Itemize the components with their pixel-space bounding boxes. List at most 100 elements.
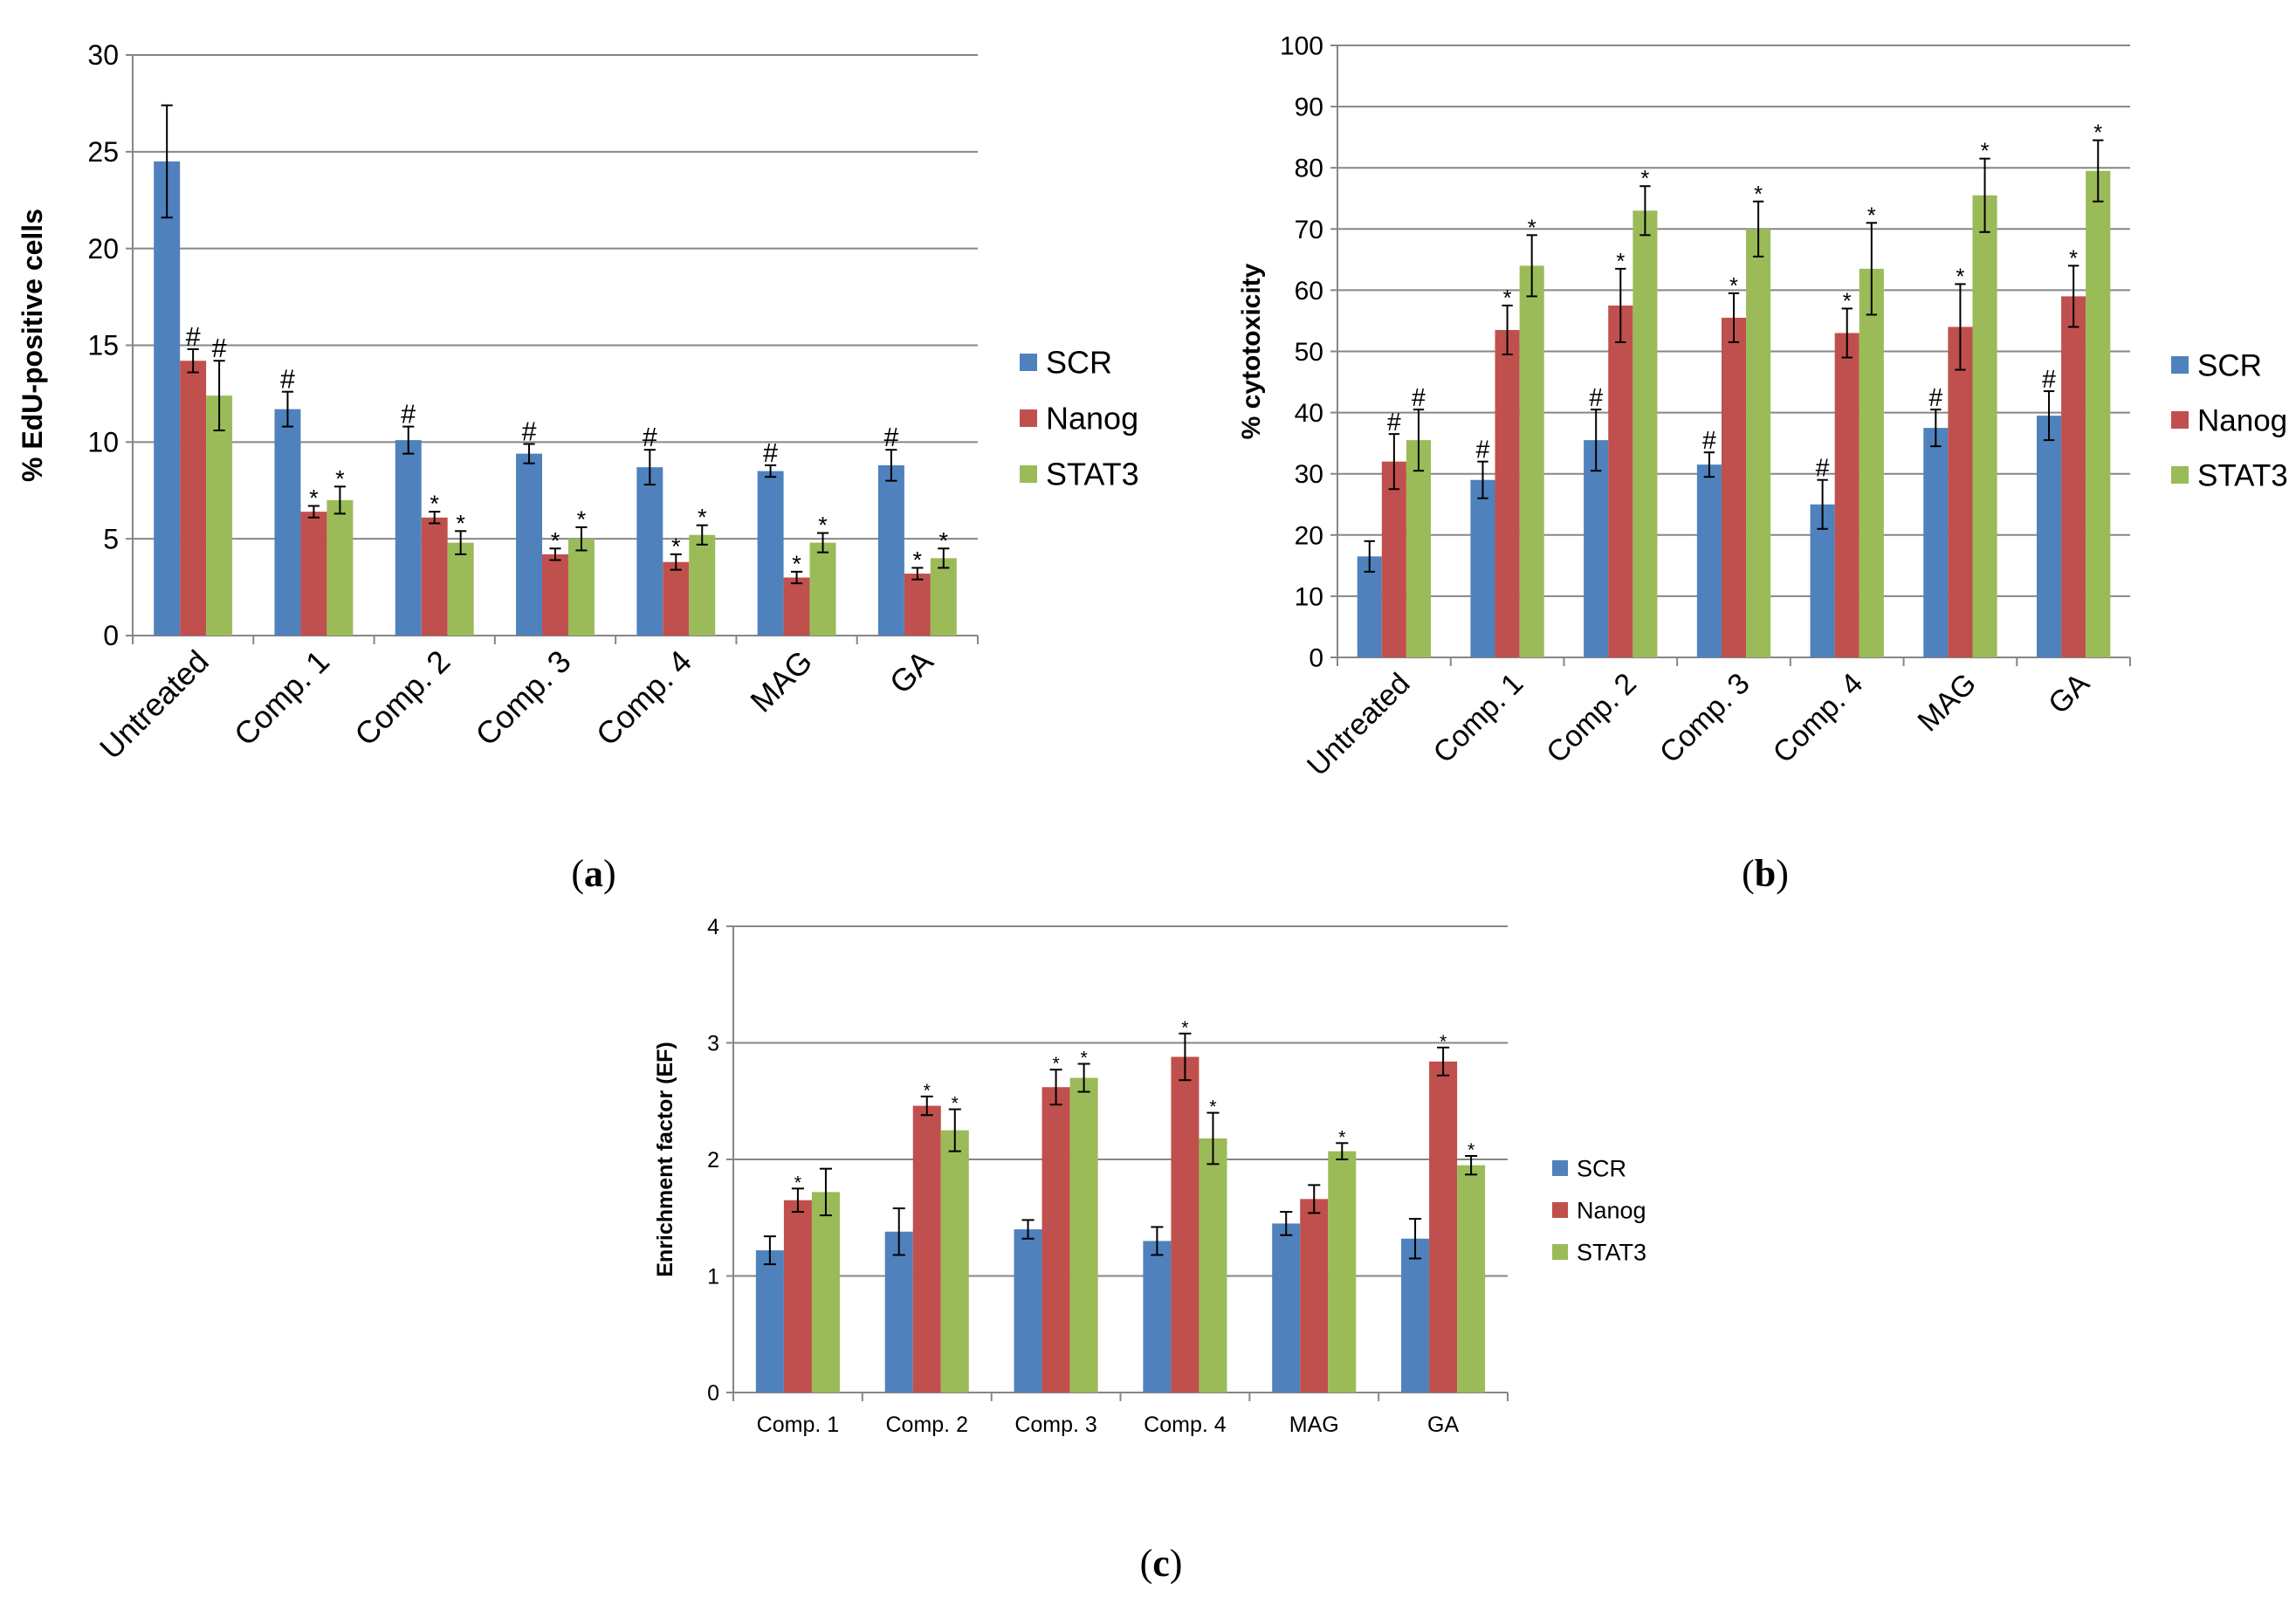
bar-nanog [783, 577, 810, 636]
significance-mark: # [883, 423, 898, 452]
bar-stat3 [206, 395, 233, 636]
significance-mark: * [2093, 121, 2102, 146]
bar-nanog [1381, 461, 1406, 657]
bar-stat3 [809, 542, 836, 636]
bar-stat3 [567, 539, 595, 636]
panel-label: (b) [1742, 852, 1789, 895]
bar-scr [2036, 416, 2062, 657]
bar-scr [1470, 479, 1495, 657]
bar-nanog [1495, 329, 1520, 657]
y-tick-label: 4 [707, 915, 719, 939]
bar-scr [274, 409, 301, 636]
legend-swatch-stat3 [1020, 465, 1037, 483]
legend-label-stat3: STAT3 [1046, 457, 1139, 492]
bar-nanog [1041, 1087, 1070, 1393]
legend-swatch-nanog [2171, 411, 2189, 429]
significance-mark: * [939, 526, 949, 554]
y-axis-title: % cytotoxicity [1237, 263, 1266, 439]
bar-scr [1014, 1229, 1042, 1393]
significance-mark: * [1080, 1048, 1087, 1069]
legend-label-nanog: Nanog [1046, 401, 1138, 437]
significance-mark: # [186, 322, 201, 352]
bar-scr [1584, 440, 1609, 657]
bar-stat3 [1069, 1077, 1098, 1393]
bar-scr [636, 467, 663, 636]
bar-nanog [1721, 317, 1747, 657]
significance-mark: * [1843, 289, 1852, 313]
bar-stat3 [1519, 265, 1544, 657]
significance-mark: * [1616, 250, 1625, 274]
significance-mark: # [1816, 455, 1830, 483]
bar-stat3 [2086, 170, 2111, 657]
bar-scr [884, 1231, 913, 1393]
y-tick-label: 60 [1295, 277, 1323, 306]
significance-mark: * [818, 512, 828, 539]
bar-nanog [904, 574, 931, 636]
y-tick-label: 70 [1295, 216, 1323, 244]
significance-mark: # [1928, 384, 1942, 412]
significance-mark: # [1387, 409, 1401, 437]
y-tick-label: 10 [1295, 582, 1323, 611]
y-tick-label: 0 [103, 620, 119, 651]
bar-scr [1272, 1223, 1301, 1393]
bar-nanog [1608, 305, 1633, 657]
significance-mark: * [952, 1093, 959, 1114]
bar-nanog [1171, 1056, 1200, 1393]
bar-scr [1923, 428, 1949, 657]
significance-mark: * [1981, 140, 1990, 164]
bar-stat3 [689, 534, 716, 636]
y-tick-label: 90 [1295, 93, 1323, 122]
significance-mark: * [1440, 1031, 1447, 1052]
bar-stat3 [1199, 1138, 1227, 1393]
significance-mark: # [522, 417, 537, 447]
legend-swatch-scr [1020, 354, 1037, 371]
bar-stat3 [327, 499, 354, 636]
y-tick-label: 20 [1295, 521, 1323, 550]
y-tick-label: 80 [1295, 155, 1323, 183]
y-tick-label: 40 [1295, 399, 1323, 428]
y-tick-label: 0 [707, 1381, 719, 1406]
y-tick-label: 50 [1295, 338, 1323, 367]
significance-mark: * [671, 533, 681, 560]
significance-mark: # [1412, 384, 1426, 412]
significance-mark: # [401, 400, 416, 430]
bar-stat3 [1633, 210, 1658, 657]
bar-stat3 [1972, 195, 1997, 657]
legend-label-scr: SCR [1577, 1155, 1626, 1181]
bar-stat3 [940, 1130, 969, 1393]
bar-nanog [1429, 1061, 1458, 1393]
significance-mark: * [1052, 1053, 1059, 1074]
bar-nanog [1948, 327, 1973, 657]
significance-mark: * [456, 509, 465, 536]
bar-scr [1357, 556, 1382, 657]
significance-mark: # [763, 438, 778, 468]
significance-mark: * [1468, 1139, 1475, 1160]
significance-mark: # [1589, 384, 1603, 412]
y-tick-label: 25 [87, 136, 119, 168]
bar-scr [1696, 464, 1722, 657]
bar-nanog [783, 1200, 812, 1393]
significance-mark: # [212, 334, 227, 363]
legend-label-nanog: Nanog [2197, 403, 2287, 437]
y-tick-label: 5 [103, 523, 119, 554]
bar-nanog [912, 1105, 941, 1393]
bar-scr [1810, 504, 1835, 657]
significance-mark: * [1754, 182, 1763, 207]
legend-swatch-scr [1552, 1160, 1568, 1176]
bar-stat3 [1859, 268, 1884, 657]
bar-nanog [1834, 333, 1859, 657]
y-tick-label: 0 [1309, 644, 1323, 673]
x-tick-label: MAG [1289, 1413, 1339, 1437]
significance-mark: * [1181, 1017, 1188, 1038]
y-tick-label: 2 [707, 1148, 719, 1172]
y-tick-label: 3 [707, 1031, 719, 1056]
bar-nanog [663, 561, 690, 636]
bar-nanog [1300, 1199, 1329, 1393]
significance-mark: * [1528, 216, 1536, 240]
chart-c: 0 1 2 3 4 Comp. 1 Comp. 2 Comp. 3 Comp. 4 MAG GA * *… [653, 915, 1646, 1585]
significance-mark: * [1338, 1126, 1345, 1147]
legend-swatch-stat3 [2171, 466, 2189, 484]
x-tick-label: Comp. 1 [757, 1413, 839, 1437]
legend: SCR Nanog STAT3 [1552, 1155, 1646, 1265]
legend: SCR Nanog STAT3 [2171, 348, 2288, 492]
